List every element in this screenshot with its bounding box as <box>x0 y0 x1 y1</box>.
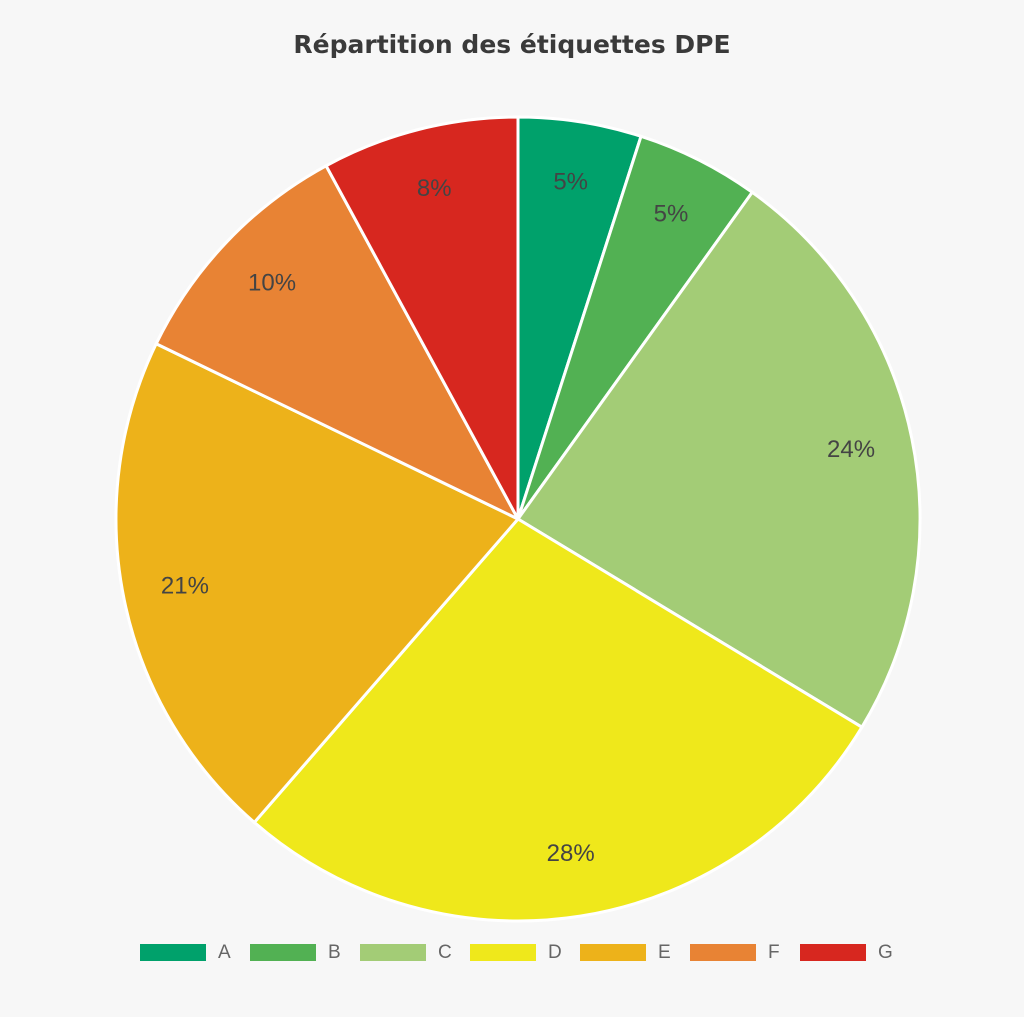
legend-label-g: G <box>878 942 893 963</box>
legend-swatch-d <box>470 944 536 961</box>
data-label-b: 5% <box>654 201 689 228</box>
legend-item-c[interactable]: C <box>360 942 452 963</box>
legend-swatch-f <box>690 944 756 961</box>
data-label-f: 10% <box>248 270 296 297</box>
legend-label-a: A <box>218 942 231 963</box>
pie-data-labels: 5% 5% 24% 28% 21% 10% 8% <box>161 168 875 867</box>
pie-slice-c[interactable] <box>515 190 922 730</box>
data-label-a: 5% <box>553 168 588 195</box>
data-label-d: 28% <box>547 840 595 867</box>
legend: A B C D E F G <box>140 942 893 963</box>
legend-item-b[interactable]: B <box>250 942 341 963</box>
legend-label-d: D <box>548 942 562 963</box>
legend-item-e[interactable]: E <box>580 942 671 963</box>
chart-title: Répartition des étiquettes DPE <box>293 30 731 59</box>
legend-swatch-a <box>140 944 206 961</box>
legend-label-f: F <box>768 942 780 963</box>
pie-slices <box>114 115 922 923</box>
legend-swatch-e <box>580 944 646 961</box>
data-label-c: 24% <box>827 436 875 463</box>
legend-label-e: E <box>658 942 671 963</box>
legend-swatch-g <box>800 944 866 961</box>
data-label-e: 21% <box>161 573 209 600</box>
legend-item-g[interactable]: G <box>800 942 893 963</box>
legend-item-d[interactable]: D <box>470 942 562 963</box>
pie-slice-e[interactable] <box>114 341 521 825</box>
data-label-g: 8% <box>417 175 452 202</box>
legend-swatch-c <box>360 944 426 961</box>
legend-item-f[interactable]: F <box>690 942 780 963</box>
pie-slice-g[interactable] <box>324 115 520 520</box>
pie-slice-f[interactable] <box>154 163 522 523</box>
legend-label-c: C <box>438 942 452 963</box>
legend-swatch-b <box>250 944 316 961</box>
legend-label-b: B <box>328 942 341 963</box>
legend-item-a[interactable]: A <box>140 942 231 963</box>
pie-slice-d[interactable] <box>252 517 864 923</box>
